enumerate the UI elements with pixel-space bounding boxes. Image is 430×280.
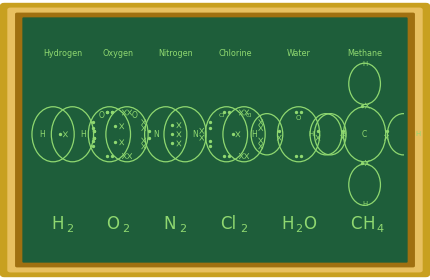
- Text: H: H: [80, 130, 86, 139]
- Text: H: H: [40, 130, 46, 139]
- Text: Chlorine: Chlorine: [218, 50, 252, 59]
- Text: H: H: [362, 61, 367, 67]
- Text: 2: 2: [240, 225, 248, 234]
- Text: Methane: Methane: [347, 50, 382, 59]
- Text: Nitrogen: Nitrogen: [158, 50, 193, 59]
- Text: O: O: [304, 215, 316, 233]
- Text: H: H: [416, 131, 421, 137]
- Text: Hydrogen: Hydrogen: [43, 50, 82, 59]
- Text: H: H: [363, 215, 375, 233]
- Text: 4: 4: [377, 225, 384, 234]
- FancyBboxPatch shape: [15, 13, 415, 267]
- Text: H: H: [251, 130, 257, 139]
- Text: Cl: Cl: [219, 113, 225, 118]
- Text: C: C: [350, 215, 362, 233]
- Text: H: H: [308, 131, 313, 137]
- Text: 2: 2: [122, 225, 129, 234]
- Text: N: N: [164, 215, 176, 233]
- Text: O: O: [106, 215, 120, 233]
- Text: O: O: [98, 111, 104, 120]
- Text: Oxygen: Oxygen: [103, 50, 134, 59]
- Text: Cl: Cl: [220, 215, 236, 233]
- Text: Water: Water: [287, 50, 310, 59]
- Text: Cl: Cl: [246, 113, 252, 118]
- Text: 2: 2: [179, 225, 186, 234]
- FancyBboxPatch shape: [0, 3, 430, 277]
- Text: 2: 2: [295, 225, 302, 234]
- Text: O: O: [132, 111, 138, 120]
- Text: 2: 2: [66, 225, 74, 234]
- Text: H: H: [281, 215, 293, 233]
- Text: H: H: [341, 130, 346, 139]
- Text: C: C: [362, 130, 367, 139]
- Text: O: O: [296, 115, 301, 121]
- FancyBboxPatch shape: [7, 8, 423, 272]
- Text: N: N: [153, 130, 159, 139]
- Text: H: H: [362, 201, 367, 207]
- Text: H: H: [51, 215, 64, 233]
- FancyBboxPatch shape: [22, 17, 408, 263]
- Text: N: N: [192, 130, 198, 139]
